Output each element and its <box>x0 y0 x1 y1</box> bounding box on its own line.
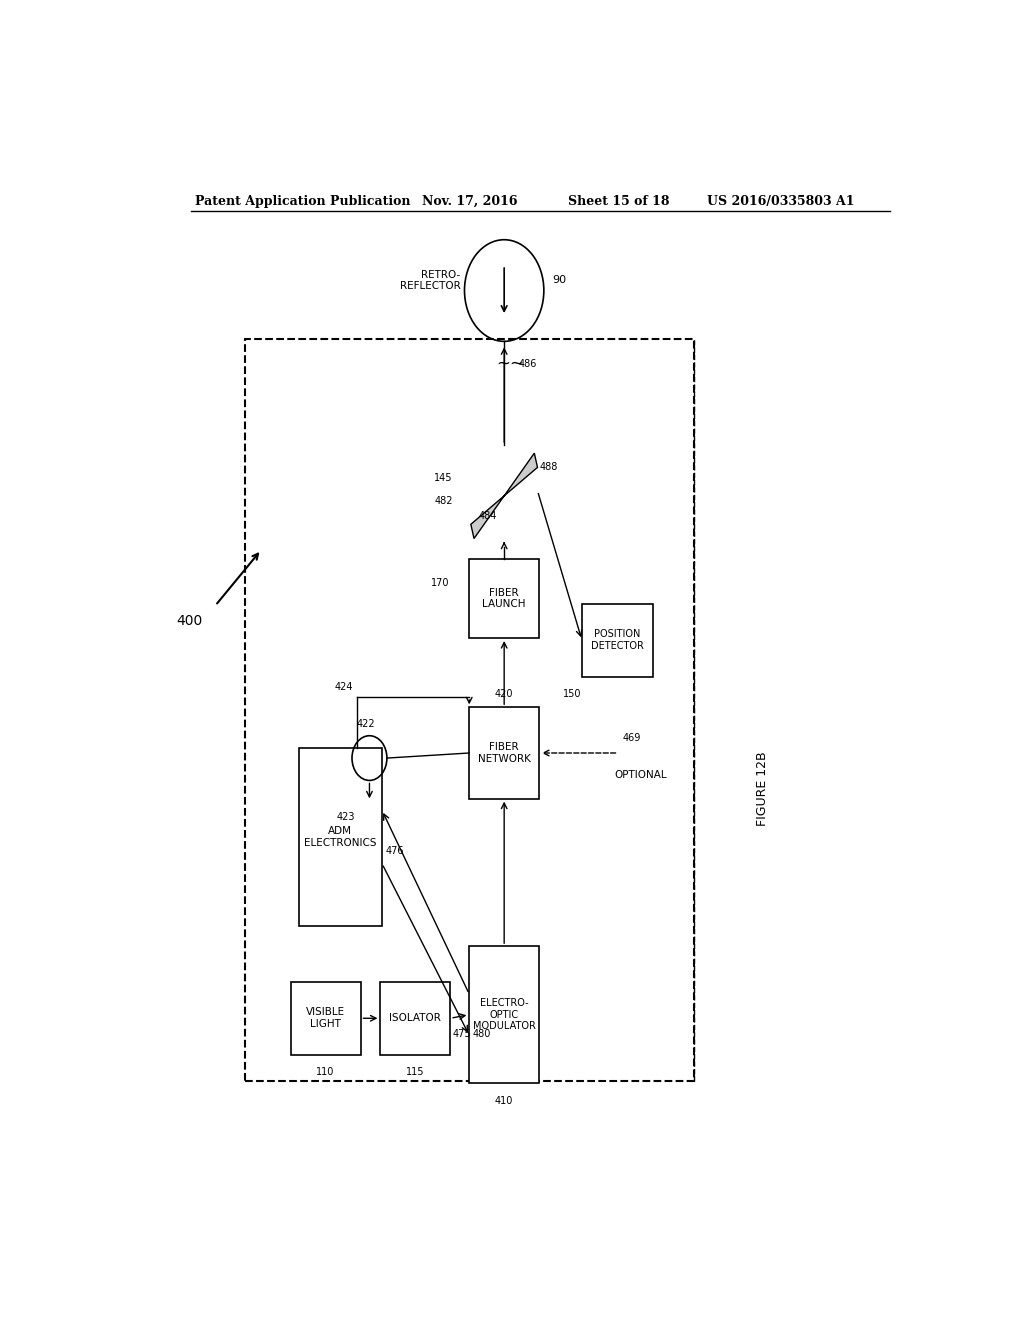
Text: 475: 475 <box>453 1028 471 1039</box>
Text: 424: 424 <box>335 682 353 692</box>
Text: 480: 480 <box>472 1028 490 1039</box>
Text: ISOLATOR: ISOLATOR <box>389 1014 441 1023</box>
Text: POSITION
DETECTOR: POSITION DETECTOR <box>591 630 644 651</box>
Text: 420: 420 <box>495 689 513 700</box>
Text: 422: 422 <box>356 718 375 729</box>
Text: VISIBLE
LIGHT: VISIBLE LIGHT <box>306 1007 345 1030</box>
Text: 469: 469 <box>623 733 641 743</box>
Text: FIGURE 12B: FIGURE 12B <box>757 751 769 826</box>
Text: Nov. 17, 2016: Nov. 17, 2016 <box>422 194 517 207</box>
Bar <box>299 748 382 925</box>
Bar <box>291 982 360 1055</box>
Text: US 2016/0335803 A1: US 2016/0335803 A1 <box>708 194 855 207</box>
Bar <box>582 603 653 677</box>
Bar <box>469 558 539 638</box>
Text: 486: 486 <box>518 359 537 368</box>
Bar <box>469 946 539 1084</box>
Text: 488: 488 <box>540 462 558 473</box>
Text: ~~: ~~ <box>497 355 524 372</box>
Text: 400: 400 <box>176 614 202 628</box>
Text: 476: 476 <box>386 846 404 857</box>
Bar <box>469 708 539 799</box>
Text: Sheet 15 of 18: Sheet 15 of 18 <box>568 194 670 207</box>
Text: 150: 150 <box>563 689 582 700</box>
Text: 482: 482 <box>434 496 453 506</box>
Text: RETRO-
REFLECTOR: RETRO- REFLECTOR <box>399 269 461 292</box>
Text: 110: 110 <box>316 1067 335 1077</box>
Text: 90: 90 <box>552 276 566 285</box>
Text: 170: 170 <box>431 578 450 589</box>
Text: ELECTRO-
OPTIC
MODULATOR: ELECTRO- OPTIC MODULATOR <box>473 998 536 1031</box>
Polygon shape <box>471 453 538 539</box>
Text: ADM
ELECTRONICS: ADM ELECTRONICS <box>304 826 377 847</box>
Text: 410: 410 <box>495 1096 513 1106</box>
Text: 145: 145 <box>434 473 453 483</box>
Bar <box>380 982 451 1055</box>
Text: FIBER
LAUNCH: FIBER LAUNCH <box>482 587 526 610</box>
Bar <box>246 339 694 1081</box>
Text: 484: 484 <box>479 511 497 521</box>
Text: Patent Application Publication: Patent Application Publication <box>196 194 411 207</box>
Text: FIBER
NETWORK: FIBER NETWORK <box>478 742 530 764</box>
Text: 423: 423 <box>337 812 355 821</box>
Text: OPTIONAL: OPTIONAL <box>614 771 667 780</box>
Text: 115: 115 <box>407 1067 425 1077</box>
